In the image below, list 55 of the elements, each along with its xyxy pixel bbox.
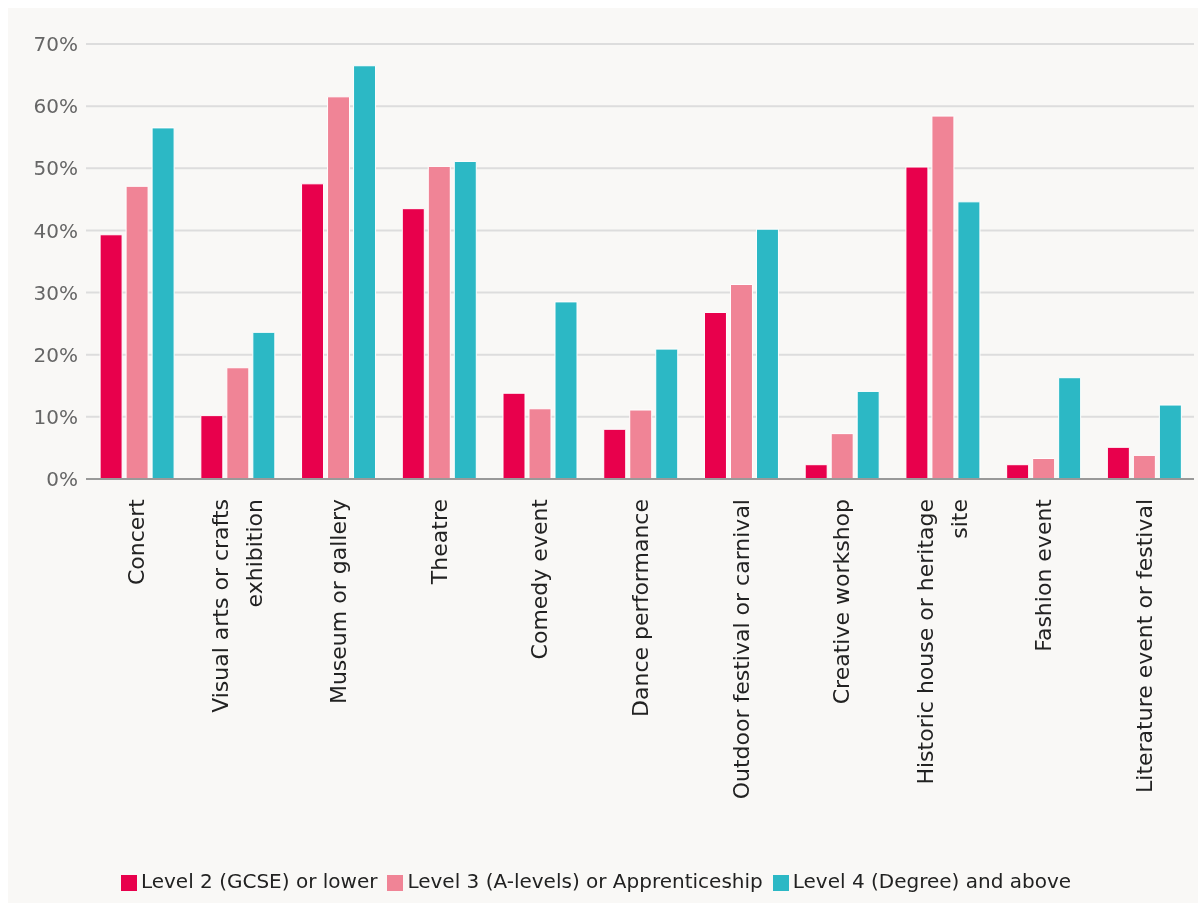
bar — [931, 115, 955, 479]
bar — [252, 331, 276, 479]
x-tick-label: Fashion event — [1030, 498, 1056, 652]
bar — [427, 165, 451, 479]
bar — [125, 185, 149, 479]
bar — [151, 127, 175, 479]
bar — [1058, 377, 1082, 479]
bar — [401, 208, 425, 479]
x-tick-label: Literature event or festival — [1131, 499, 1157, 793]
x-tick-label: Creative workshop — [829, 499, 855, 705]
bar — [629, 409, 653, 479]
x-tick-label: Museum or gallery — [325, 499, 351, 705]
y-tick-label: 60% — [33, 94, 78, 119]
y-tick-label: 40% — [33, 218, 78, 243]
y-tick-label: 20% — [33, 342, 78, 367]
bar — [856, 390, 880, 479]
bar — [905, 166, 929, 479]
x-tick-label: Theatre — [426, 499, 452, 586]
bar — [1032, 457, 1056, 479]
y-tick-label: 70% — [33, 32, 78, 57]
bar — [99, 234, 123, 479]
legend-label: Level 4 (Degree) and above — [792, 869, 1072, 893]
bar — [1132, 454, 1156, 479]
bar — [200, 415, 224, 479]
x-tick-label: Visual arts or crafts exhibition — [208, 499, 268, 713]
bar — [729, 283, 753, 479]
x-tick-label: Concert — [124, 498, 150, 586]
bar — [1158, 404, 1182, 479]
y-tick-label: 30% — [33, 280, 78, 305]
bar — [755, 228, 779, 479]
x-tick-label: Comedy event — [527, 498, 553, 660]
bar — [1106, 446, 1130, 479]
bar — [957, 201, 981, 479]
x-tick-label: Dance performance — [628, 499, 653, 717]
y-tick-label: 0% — [46, 467, 78, 492]
bar — [301, 183, 325, 479]
x-tick-label: Historic house or heritage site — [913, 499, 973, 785]
legend-label: Level 3 (A-levels) or Apprenticeship — [407, 869, 763, 893]
legend-label: Level 2 (GCSE) or lower — [140, 869, 378, 893]
bar — [703, 311, 727, 479]
bar — [804, 464, 828, 479]
bar — [453, 160, 477, 479]
bar — [1006, 464, 1030, 479]
bar — [655, 348, 679, 479]
bar — [226, 367, 250, 479]
y-tick-label: 10% — [33, 404, 78, 429]
bar — [528, 408, 552, 479]
bar — [502, 392, 526, 479]
y-tick-label: 50% — [33, 156, 78, 181]
bar — [353, 65, 377, 479]
bar — [327, 96, 351, 479]
bar — [603, 428, 627, 479]
bar — [554, 301, 578, 479]
x-tick-label: Outdoor festival or carnival — [728, 499, 754, 800]
bar — [830, 433, 854, 479]
